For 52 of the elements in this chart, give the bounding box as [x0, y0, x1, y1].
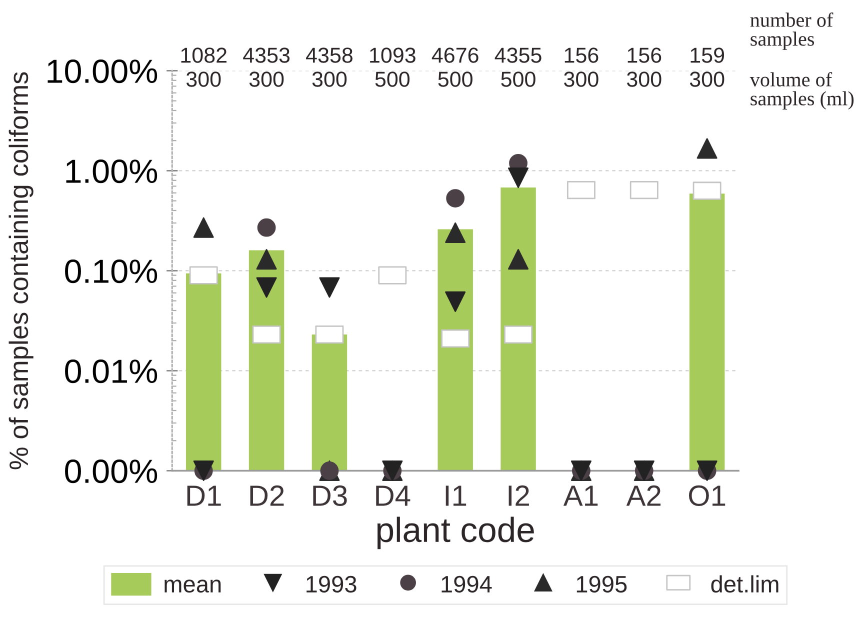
legend-label: 1994: [442, 576, 492, 593]
point: [445, 291, 466, 312]
legend-label: 1993: [306, 576, 356, 593]
annotation: 300: [312, 72, 347, 87]
x-tick-label: D2: [250, 485, 284, 506]
point: [508, 249, 529, 270]
text: 4355: [494, 48, 542, 63]
annotation: 300: [249, 72, 284, 87]
point: [445, 222, 466, 243]
text: 1082: [181, 48, 226, 63]
text: 159: [690, 48, 724, 63]
annotation: 500: [375, 72, 410, 87]
annotation: 500: [438, 72, 472, 87]
x-tick-label: A2: [626, 485, 661, 506]
y-tick-label: 0.01%: [65, 360, 158, 384]
point: [257, 218, 276, 237]
annotation: 500: [501, 72, 536, 87]
x-tick-label: D1: [187, 486, 221, 506]
legend-label: 1995: [576, 576, 627, 593]
annotation: 300: [186, 72, 221, 87]
text: volume of samples (ml): [750, 72, 854, 110]
legend-label: det.lim: [711, 575, 778, 593]
text: 4358: [306, 48, 352, 63]
x-tick-label: I2: [508, 485, 529, 506]
y-tick-label: 10.00%: [48, 60, 158, 84]
text: 4353: [243, 48, 290, 63]
text: number of samples: [750, 12, 834, 50]
text: 156: [564, 48, 598, 63]
x-tick-label: D4: [376, 486, 410, 506]
point: [193, 217, 214, 238]
y-axis-title: % of samples containing coliforms: [8, 72, 34, 470]
point: [508, 168, 529, 188]
point: [256, 249, 277, 270]
annotation: 300: [564, 72, 598, 87]
text: 156: [628, 48, 662, 63]
point: [319, 277, 340, 298]
x-tick-label: I1: [446, 486, 466, 506]
x-axis-title: plant code: [377, 516, 534, 550]
point: [256, 277, 277, 298]
y-tick-label: 0.00%: [65, 460, 158, 484]
legend-label: mean: [164, 580, 221, 593]
x-tick-label: A1: [563, 486, 598, 506]
x-tick-label: O1: [689, 485, 726, 506]
y-tick-label: 0.10%: [65, 260, 158, 284]
text: 1093: [370, 48, 416, 63]
y-tick-label: 1.00%: [66, 160, 158, 184]
point: [446, 189, 465, 208]
annotation: 300: [627, 72, 662, 87]
text: 4676: [432, 48, 478, 63]
point: [696, 138, 718, 159]
annotation: 300: [690, 72, 724, 87]
x-tick-label: D3: [313, 485, 347, 506]
